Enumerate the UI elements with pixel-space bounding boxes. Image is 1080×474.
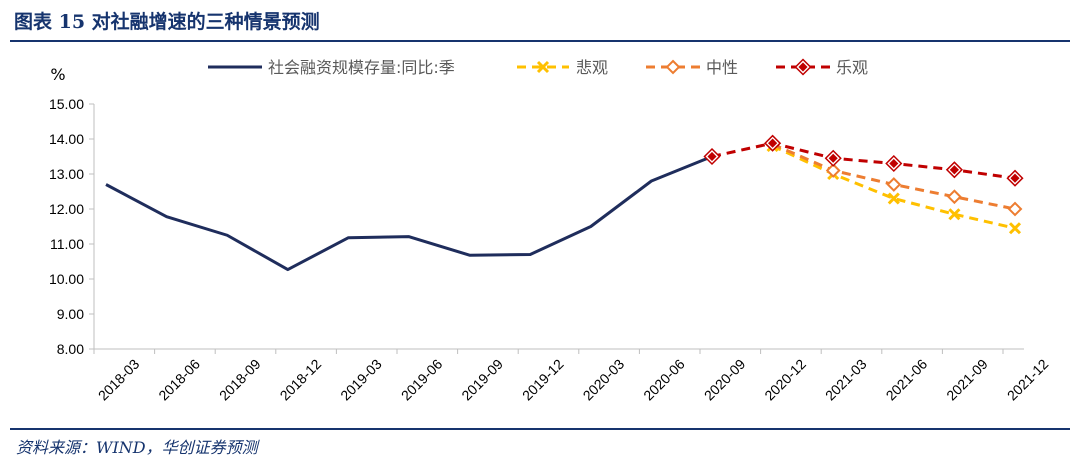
data-point-diamond-marker: [1007, 170, 1023, 186]
data-point-diamond-outline: [794, 58, 812, 76]
source-note: 资料来源：WIND，华创证券预测: [16, 438, 258, 457]
x-tick-label: 2020-03: [580, 356, 628, 404]
data-point-diamond-outline: [1006, 169, 1024, 187]
legend-label: 社会融资规模存量:同比:季: [268, 58, 455, 77]
data-point-diamond-outline: [703, 147, 721, 166]
y-tick-label: 13.00: [49, 166, 84, 182]
data-point-diamond-outline: [764, 134, 782, 152]
data-point-diamond-outline: [945, 161, 963, 179]
legend-label: 悲观: [576, 58, 608, 77]
legend-label: 中性: [706, 58, 738, 77]
x-tick-label: 2020-12: [761, 356, 809, 404]
title-rule: [10, 40, 1070, 42]
data-point-diamond-marker: [795, 59, 811, 75]
x-tick-label: 2018-12: [277, 356, 325, 404]
x-tick-label: 2021-06: [883, 356, 931, 404]
data-point-diamond-marker: [765, 135, 781, 151]
x-tick-label: 2019-06: [398, 356, 446, 404]
series-line: [771, 144, 1016, 230]
data-point-diamond-marker: [886, 177, 902, 192]
data-point-diamond-outline: [885, 154, 903, 173]
data-point-diamond-marker: [825, 163, 841, 178]
x-tick-label: 2019-03: [337, 356, 385, 404]
data-point-diamond-marker: [665, 59, 681, 75]
x-tick-label: 2018-09: [216, 356, 264, 404]
y-tick-label: 10.00: [49, 271, 84, 287]
x-tick-label: 2018-03: [95, 356, 143, 404]
x-tick-label: 2021-12: [1004, 356, 1052, 404]
y-tick-label: 12.00: [49, 201, 84, 217]
y-tick-label: 8.00: [57, 341, 84, 357]
x-tick-label: 2021-03: [822, 356, 870, 404]
y-tick-label: 9.00: [57, 306, 84, 322]
y-tick-label: 15.00: [49, 96, 84, 112]
data-point-diamond-marker: [825, 150, 841, 166]
x-tick-label: 2019-09: [458, 356, 506, 404]
data-point-diamond-marker: [886, 156, 902, 171]
footer-rule: [10, 428, 1070, 430]
data-point-diamond-outline: [824, 149, 842, 167]
series-line: [711, 141, 1016, 180]
x-tick-label: 2018-06: [155, 356, 203, 404]
data-point-diamond-marker: [1007, 201, 1023, 217]
y-tick-label: 14.00: [49, 131, 84, 147]
x-tick-label: 2021-09: [943, 356, 991, 404]
data-point-diamond-marker: [946, 162, 962, 178]
line-chart: % 8.00 9.00 10.00 11.00 12.00 13.00 14.00 15.00 2…: [49, 58, 1052, 404]
y-unit-label: %: [50, 65, 65, 84]
data-point-x-marker: [887, 192, 900, 205]
data-point-diamond-marker: [946, 189, 962, 205]
data-point-x-marker: [1008, 222, 1022, 235]
y-tick-label: 11.00: [50, 236, 84, 252]
figure-title: 图表 15 对社融增速的三种情景预测: [14, 11, 320, 33]
x-tick-label: 2020-06: [640, 356, 688, 404]
data-point-x-marker: [536, 60, 550, 74]
series-line: [105, 155, 713, 272]
x-tick-label: 2020-09: [701, 356, 749, 404]
x-tick-label: 2019-12: [519, 356, 567, 404]
data-point-diamond-marker: [704, 149, 720, 164]
data-point-x-marker: [948, 208, 961, 221]
legend-label: 乐观: [836, 58, 868, 77]
